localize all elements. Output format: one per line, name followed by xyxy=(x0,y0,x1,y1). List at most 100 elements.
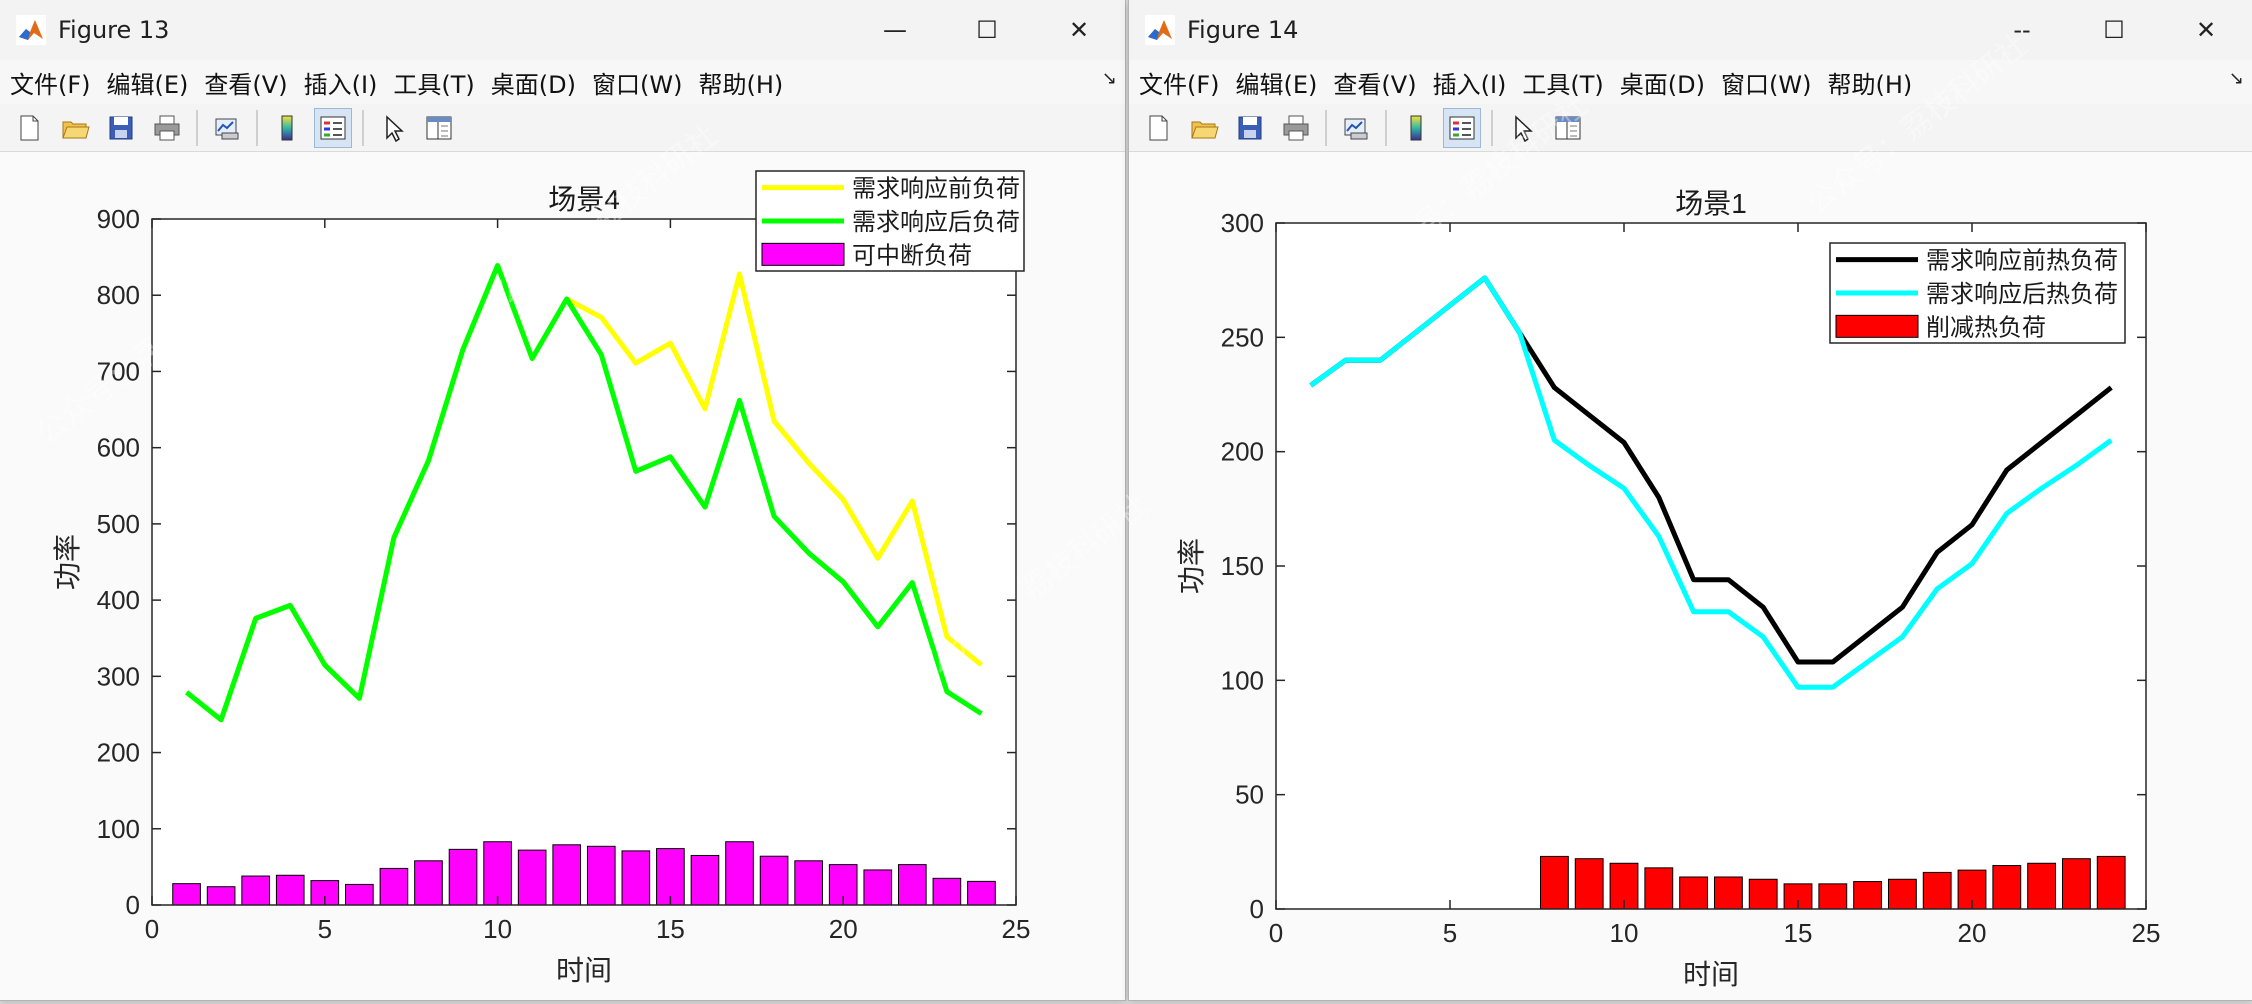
x-tick-label: 10 xyxy=(1610,918,1639,948)
pointer-button[interactable] xyxy=(374,108,412,148)
legend-button[interactable] xyxy=(1443,107,1481,148)
open-file-button[interactable] xyxy=(1185,108,1223,148)
menu-view[interactable]: 查看(V) xyxy=(204,70,288,99)
new-figure-button[interactable] xyxy=(10,108,48,148)
link-plot-button[interactable] xyxy=(208,108,246,148)
close-button[interactable]: ✕ xyxy=(2195,16,2217,44)
y-tick-label: 200 xyxy=(97,738,140,768)
bar xyxy=(1818,883,1848,910)
maximize-button[interactable]: ☐ xyxy=(2103,16,2125,44)
figure-toolbar xyxy=(0,104,1125,152)
bar xyxy=(241,875,271,906)
bar xyxy=(690,854,720,906)
menu-edit[interactable]: 编辑(E) xyxy=(1235,70,1318,99)
property-inspector-button[interactable] xyxy=(1549,108,1587,148)
title-bar[interactable]: Figure 14 -- ☐ ✕ xyxy=(1129,0,2252,60)
x-tick-label: 25 xyxy=(1002,914,1031,944)
bar xyxy=(448,848,478,906)
menu-edit[interactable]: 编辑(E) xyxy=(106,70,189,99)
bar xyxy=(863,869,893,906)
menu-insert[interactable]: 插入(I) xyxy=(303,70,378,99)
new-figure-button[interactable] xyxy=(1139,108,1177,148)
chart-title: 场景4 xyxy=(548,184,620,215)
link-plot-icon xyxy=(215,118,239,139)
open-file-button[interactable] xyxy=(56,108,94,148)
minimize-button[interactable]: — xyxy=(883,16,907,44)
close-button[interactable]: ✕ xyxy=(1068,16,1090,44)
menu-tools[interactable]: 工具(T) xyxy=(393,70,475,99)
save-button[interactable] xyxy=(1231,108,1269,148)
colorbar-button[interactable] xyxy=(268,108,306,148)
menu-file[interactable]: 文件(F) xyxy=(1139,70,1220,99)
chart-scenario-1[interactable]: 0 5 10 15 20 25050100150200250300场景1时间功率需求响应前… xyxy=(1129,152,2252,1000)
title-bar[interactable]: Figure 13 — ☐ ✕ xyxy=(0,0,1125,60)
dock-arrow-icon[interactable]: ↘ xyxy=(1101,68,1117,89)
legend-label: 需求响应前热负荷 xyxy=(1926,248,2118,275)
figure-13-window: Figure 13 — ☐ ✕ 文件(F) 编辑(E) 查看(V) 插入(I) … xyxy=(0,0,1125,1000)
figure-canvas[interactable]: 0 5 10 15 20 25 0 100 200 300 400 500 600 700 800 900 场景… xyxy=(0,152,1125,1000)
minimize-button[interactable]: -- xyxy=(2013,16,2031,44)
menu-desktop[interactable]: 桌面(D) xyxy=(1619,70,1705,99)
y-tick-label: 500 xyxy=(97,509,140,539)
x-tick-label: 5 xyxy=(318,914,332,944)
figure-canvas[interactable]: 0 5 10 15 20 25 0 50 100 150 200 250 300 场景1 时间 功率 需求响应前… xyxy=(1129,152,2252,1000)
menu-file[interactable]: 文件(F) xyxy=(10,70,91,99)
legend-label: 需求响应后负荷 xyxy=(852,209,1020,236)
y-tick-label: 250 xyxy=(1221,322,1264,352)
y-tick-label: 800 xyxy=(97,280,140,310)
legend-icon xyxy=(320,116,346,139)
menu-help[interactable]: 帮助(H) xyxy=(1827,70,1913,99)
x-tick-label: 15 xyxy=(1784,918,1813,948)
axes-box xyxy=(151,218,1017,906)
property-inspector-icon xyxy=(1555,116,1581,139)
colorbar-button[interactable] xyxy=(1397,108,1435,148)
y-axis-label: 功率 xyxy=(1176,538,1207,594)
x-tick-label: 0 xyxy=(145,914,159,944)
save-icon xyxy=(109,116,133,139)
print-button[interactable] xyxy=(148,108,186,148)
property-inspector-button[interactable] xyxy=(420,108,458,148)
pointer-button[interactable] xyxy=(1503,108,1541,148)
print-button[interactable] xyxy=(1277,108,1315,148)
x-tick-label: 20 xyxy=(1958,918,1987,948)
bar xyxy=(2096,855,2126,910)
y-tick-label: 0 xyxy=(1250,894,1264,924)
legend-label: 削减热负荷 xyxy=(1926,314,2046,341)
bar xyxy=(1887,878,1917,910)
menu-insert[interactable]: 插入(I) xyxy=(1432,70,1507,99)
menu-help[interactable]: 帮助(H) xyxy=(698,70,784,99)
bar xyxy=(275,874,305,906)
chart-scenario-4[interactable]: 0 5 10 15 20 25 0 100 200 300 400 500 600 700 800 900 场景… xyxy=(0,152,1125,1000)
menu-tools[interactable]: 工具(T) xyxy=(1522,70,1604,99)
save-button[interactable] xyxy=(102,108,140,148)
menu-window[interactable]: 窗口(W) xyxy=(1721,70,1812,99)
legend-swatch xyxy=(1835,314,1919,338)
bar xyxy=(2027,862,2057,910)
legend-button[interactable] xyxy=(314,107,352,148)
figure-14-window: Figure 14 -- ☐ ✕ 文件(F) 编辑(E) 查看(V) 插入(I)… xyxy=(1129,0,2252,1000)
window-title: Figure 13 xyxy=(58,16,170,44)
series-line xyxy=(185,263,983,723)
bar xyxy=(414,860,443,906)
menu-view[interactable]: 查看(V) xyxy=(1333,70,1417,99)
menu-window[interactable]: 窗口(W) xyxy=(592,70,683,99)
legend-label: 可中断负荷 xyxy=(852,242,972,269)
y-tick-label: 50 xyxy=(1235,780,1264,810)
maximize-button[interactable]: ☐ xyxy=(976,16,998,44)
menu-desktop[interactable]: 桌面(D) xyxy=(490,70,576,99)
bar xyxy=(1922,871,1952,910)
link-plot-button[interactable] xyxy=(1337,108,1375,148)
colorbar-icon xyxy=(281,115,293,140)
bar xyxy=(967,880,996,906)
matlab-icon xyxy=(16,15,46,45)
colorbar-icon xyxy=(1410,115,1422,140)
y-tick-label: 600 xyxy=(97,433,140,463)
dock-arrow-icon[interactable]: ↘ xyxy=(2228,68,2244,89)
x-tick-label: 15 xyxy=(656,914,685,944)
save-icon xyxy=(1238,116,1262,139)
legend-swatch xyxy=(761,242,845,266)
x-tick-label: 20 xyxy=(829,914,858,944)
bar xyxy=(1748,878,1778,910)
legend-icon xyxy=(1449,116,1475,139)
bar xyxy=(483,841,512,906)
